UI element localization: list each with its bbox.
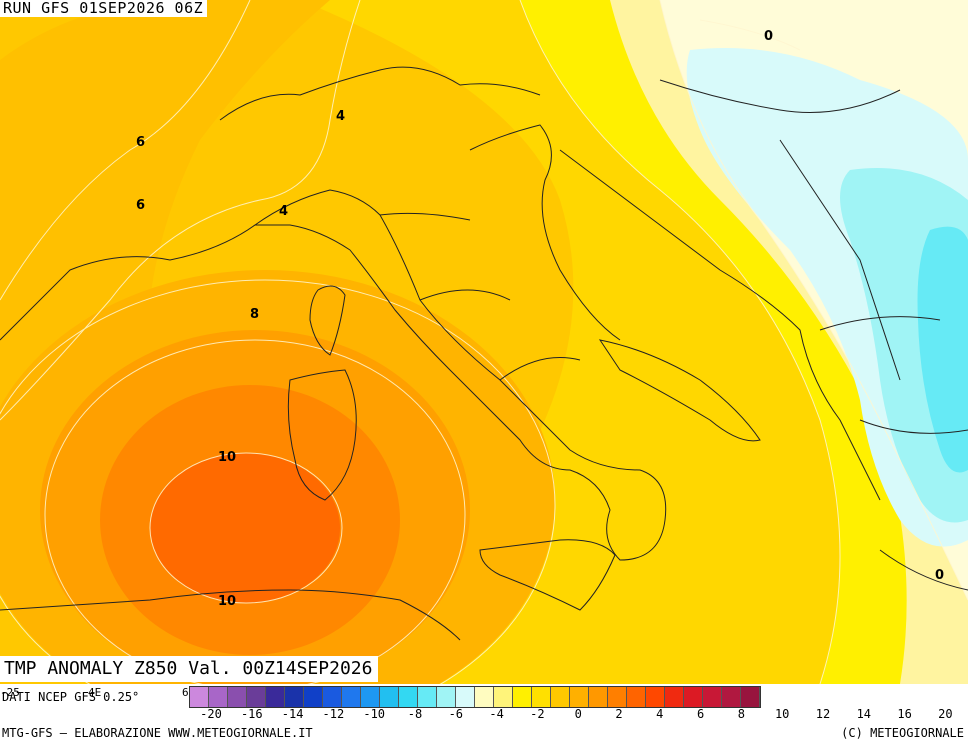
color-swatch	[285, 687, 304, 707]
color-scale-tick: -6	[448, 707, 464, 721]
credit-label: MTG-GFS — ELABORAZIONE WWW.METEOGIORNALE…	[2, 726, 313, 740]
color-swatch	[494, 687, 513, 707]
color-swatch	[722, 687, 741, 707]
color-swatch	[684, 687, 703, 707]
color-scale-tick: -10	[363, 707, 386, 721]
color-scale	[189, 686, 761, 708]
color-scale-tick: -20	[200, 707, 222, 721]
color-swatch	[608, 687, 627, 707]
color-swatch	[437, 687, 456, 707]
color-swatch	[456, 687, 475, 707]
data-source-label: DATI NCEP GFS 0.25°	[2, 690, 140, 704]
color-swatch	[570, 687, 589, 707]
contour-label-10-south: 10	[218, 594, 236, 609]
color-swatch	[380, 687, 399, 707]
edge-tick-label: -25	[0, 686, 20, 699]
copyright-label: (C) METEOGIORNALE	[841, 726, 964, 740]
color-swatch	[703, 687, 722, 707]
color-swatch	[247, 687, 266, 707]
color-swatch	[532, 687, 551, 707]
color-swatch	[665, 687, 684, 707]
color-swatch	[228, 687, 247, 707]
color-scale-tick: 14	[856, 707, 872, 721]
color-scale-tick: 16	[897, 707, 912, 721]
color-swatch	[190, 687, 209, 707]
color-scale-tick: 2	[615, 707, 623, 721]
color-scale-tick: -2	[530, 707, 545, 721]
contour-label-10-north: 10	[218, 450, 236, 465]
color-scale-tick: -12	[322, 707, 345, 721]
color-scale-ticks: -20 -16 -14 -12 -10 -8 -6 -4 -2 0 2 4 6 8 10 12 14 16 20	[189, 707, 966, 723]
product-label: TMP ANOMALY Z850 Val. 00Z14SEP2026	[0, 656, 379, 682]
color-swatch	[741, 687, 760, 707]
color-swatch	[475, 687, 494, 707]
color-swatch	[627, 687, 646, 707]
color-scale-tick: -8	[407, 707, 423, 721]
color-swatch	[342, 687, 361, 707]
color-swatch	[399, 687, 418, 707]
contour-label-4-liguria: 4	[279, 204, 288, 219]
color-swatch	[418, 687, 437, 707]
color-scale-tick: -16	[240, 707, 263, 721]
color-swatch	[646, 687, 665, 707]
color-swatch	[304, 687, 323, 707]
run-label: RUN GFS 01SEP2026 06Z	[0, 0, 208, 17]
color-scale-tick: -14	[281, 707, 304, 721]
color-scale-tick: 12	[815, 707, 831, 721]
color-swatch	[209, 687, 228, 707]
color-scale-tick: -4	[489, 707, 504, 721]
color-scale-tick: 10	[774, 707, 790, 721]
map-area: 0 0 4 4 6 6 8 10 10 RUN GFS 01SEP2026 06…	[0, 0, 968, 684]
color-scale-tick: 0	[574, 707, 582, 721]
contour-label-0-north: 0	[764, 29, 773, 44]
color-swatch	[361, 687, 380, 707]
contour-label-8: 8	[250, 307, 259, 322]
color-scale-tick: 20	[938, 707, 953, 721]
color-swatch	[266, 687, 285, 707]
contour-label-4-alps: 4	[336, 109, 345, 124]
color-scale-tick: 6	[696, 707, 705, 721]
contour-label-6-south: 6	[136, 198, 145, 213]
contour-label-6-north: 6	[136, 135, 145, 150]
color-swatch	[323, 687, 342, 707]
edge-tick-label: 4E	[88, 686, 102, 699]
contour-label-0-south: 0	[935, 568, 944, 583]
color-scale-tick: 8	[737, 707, 746, 721]
color-swatch	[513, 687, 532, 707]
temperature-anomaly-map: 0 0 4 4 6 6 8 10 10	[0, 0, 968, 684]
color-swatch	[551, 687, 570, 707]
color-swatch	[589, 687, 608, 707]
legend-bar: -25 4E 6E DATI NCEP GFS 0.25° -20 -16 -14-…	[0, 684, 968, 745]
color-scale-tick: 4	[656, 707, 664, 721]
